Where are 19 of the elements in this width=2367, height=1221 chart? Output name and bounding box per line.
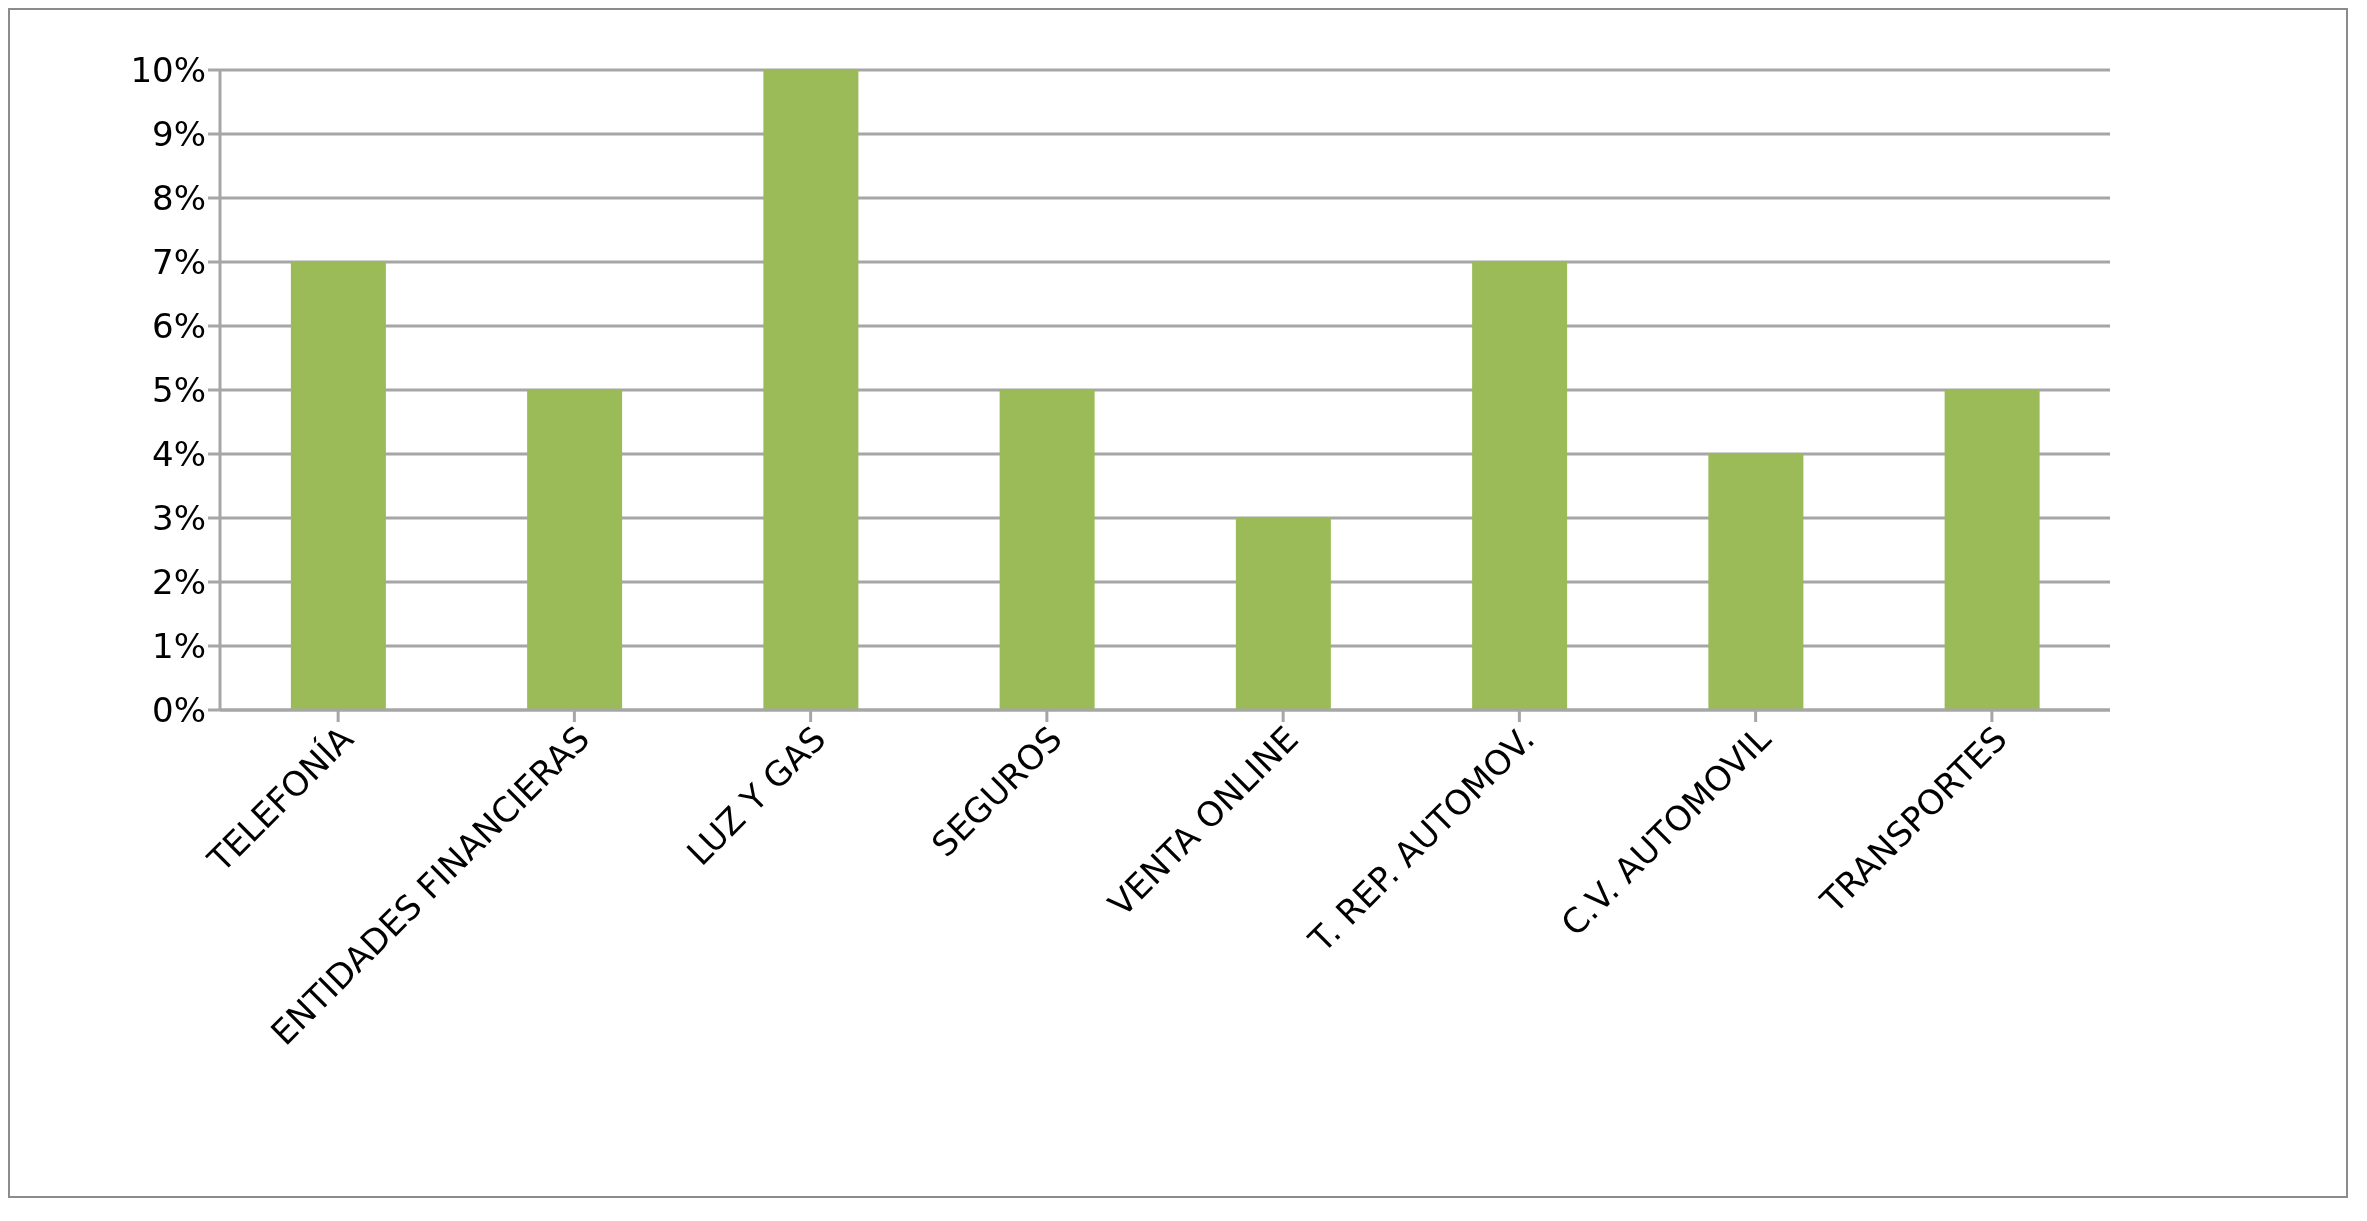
y-tick-label: 10% — [130, 50, 206, 91]
y-tick-label: 3% — [152, 498, 206, 539]
y-tick-label: 4% — [152, 434, 206, 475]
bar — [527, 390, 623, 710]
bar — [763, 70, 859, 710]
y-tick-label: 0% — [152, 690, 206, 731]
y-tick-label: 1% — [152, 626, 206, 667]
y-tick-label: 2% — [152, 562, 206, 603]
bar — [999, 390, 1095, 710]
y-tick-label: 7% — [152, 242, 206, 283]
bar — [1708, 454, 1804, 710]
y-tick-label: 6% — [152, 306, 206, 347]
bar — [1472, 262, 1568, 710]
bar — [1235, 518, 1331, 710]
bar — [290, 262, 386, 710]
bar — [1944, 390, 2040, 710]
y-tick-label: 5% — [152, 370, 206, 411]
y-tick-label: 9% — [152, 114, 206, 155]
y-tick-label: 8% — [152, 178, 206, 219]
